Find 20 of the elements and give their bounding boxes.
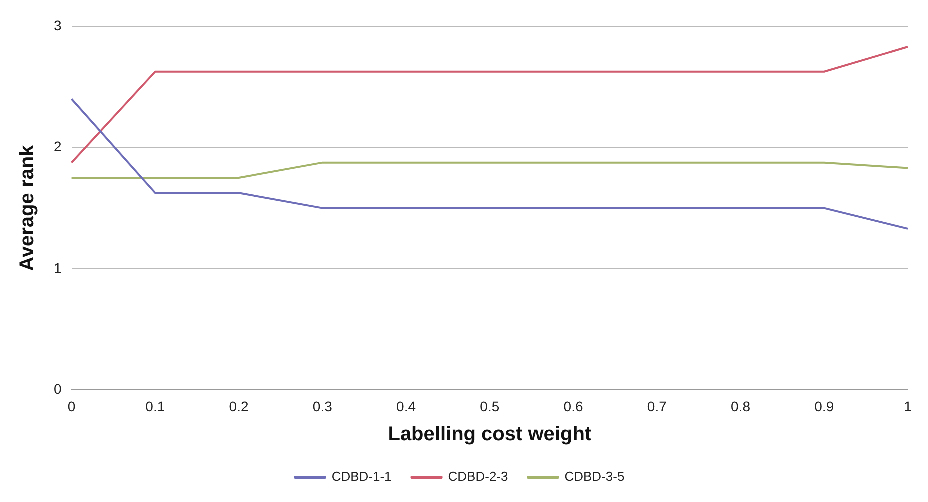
x-tick-label: 0.6 xyxy=(564,398,584,414)
x-tick-label: 1 xyxy=(904,398,912,414)
y-tick-label: 1 xyxy=(54,260,62,276)
x-tick-label: 0.7 xyxy=(647,398,668,414)
legend-label: CDBD-1-1 xyxy=(332,469,392,484)
x-tick-label: 0 xyxy=(68,398,76,414)
y-axis-title: Average rank xyxy=(16,144,39,272)
y-tick-label: 2 xyxy=(54,138,62,155)
x-axis-title: Labelling cost weight xyxy=(388,424,592,446)
legend-label: CDBD-3-5 xyxy=(564,469,625,484)
x-tick-label: 0.1 xyxy=(146,398,166,414)
y-tick-label: 3 xyxy=(54,17,62,34)
x-tick-label: 0.9 xyxy=(814,398,834,414)
y-tick-label: 0 xyxy=(54,381,62,398)
x-tick-label: 0.3 xyxy=(312,398,333,414)
x-tick-label: 0.8 xyxy=(731,398,751,414)
x-tick-label: 0.5 xyxy=(480,398,500,414)
legend-label: CDBD-2-3 xyxy=(448,469,508,484)
x-tick-label: 0.4 xyxy=(396,398,416,414)
x-tick-label: 0.2 xyxy=(229,398,249,414)
